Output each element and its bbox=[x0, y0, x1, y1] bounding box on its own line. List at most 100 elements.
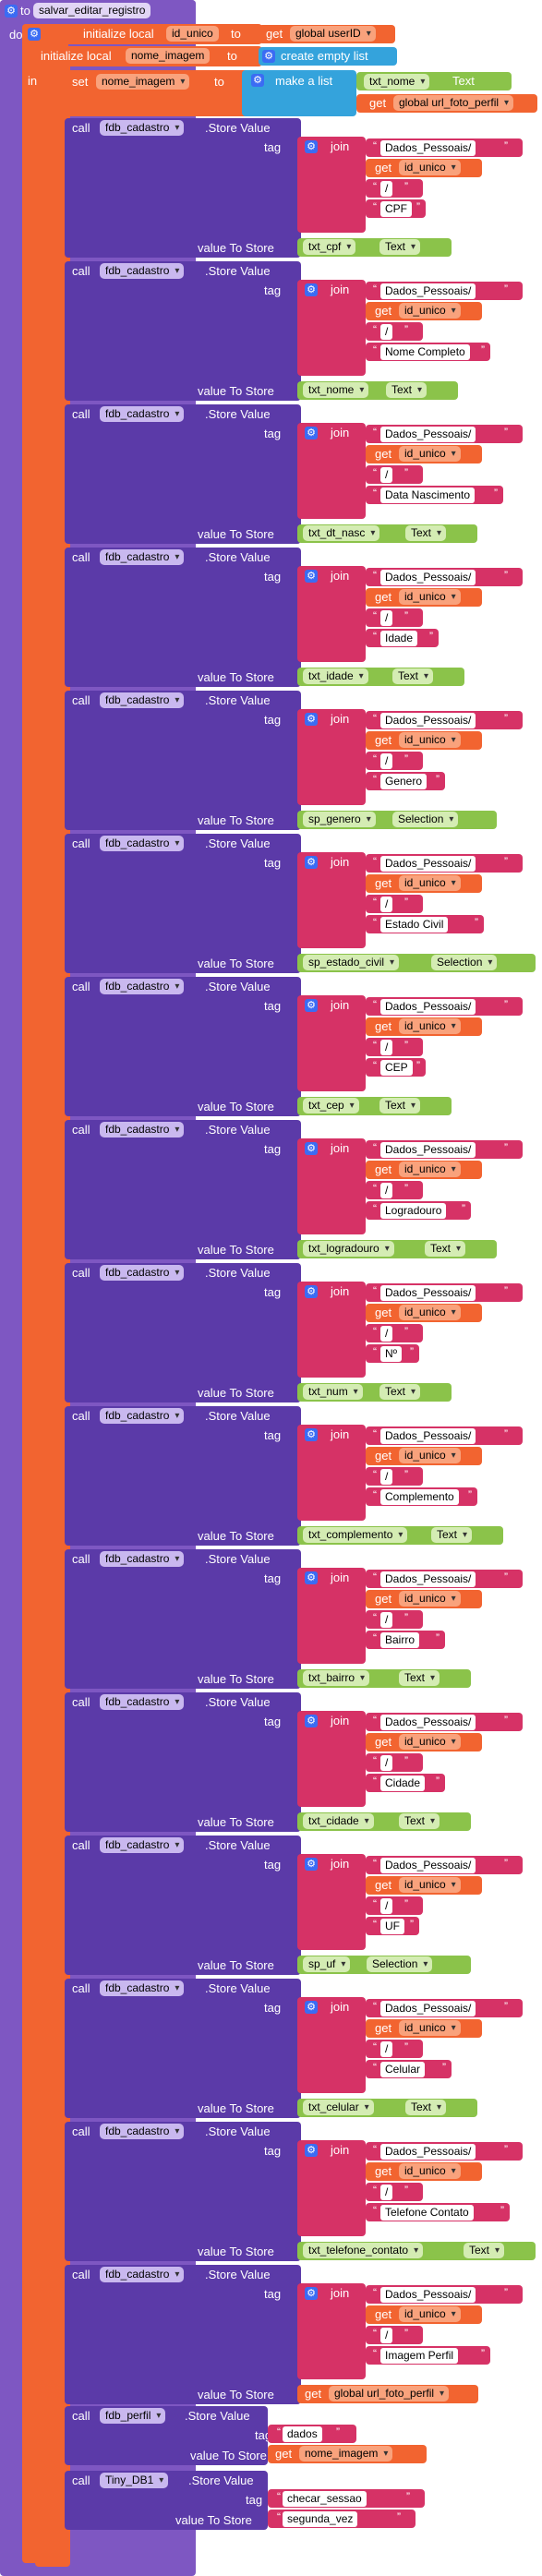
value-component-property[interactable]: txt_complemento Text bbox=[297, 1526, 503, 1545]
join-block[interactable]: ⚙ join bbox=[297, 1138, 366, 1234]
text-slash[interactable]: “ / ” bbox=[366, 2183, 423, 2201]
gear-icon[interactable]: ⚙ bbox=[305, 999, 318, 1012]
gear-icon[interactable]: ⚙ bbox=[305, 2287, 318, 2300]
gear-icon[interactable]: ⚙ bbox=[305, 283, 318, 296]
join-block[interactable]: ⚙ join bbox=[297, 1997, 366, 2093]
gear-icon[interactable]: ⚙ bbox=[262, 50, 275, 63]
get-id-unico[interactable]: get id_unico bbox=[366, 731, 482, 750]
gear-icon[interactable]: ⚙ bbox=[305, 2001, 318, 2014]
gear-icon[interactable]: ⚙ bbox=[305, 1715, 318, 1727]
gear-icon[interactable]: ⚙ bbox=[305, 2144, 318, 2157]
text-dados-pessoais[interactable]: “ Dados_Pessoais/ ” bbox=[366, 1570, 523, 1588]
initialize-local-header-2[interactable]: initialize local nome_imagem to bbox=[35, 46, 262, 66]
component-dropdown[interactable]: txt_bairro bbox=[303, 1670, 370, 1686]
text-slash[interactable]: “ / ” bbox=[366, 322, 423, 341]
fdb-cadastro-dropdown[interactable]: fdb_cadastro bbox=[100, 1408, 185, 1424]
component-dropdown[interactable]: txt_dt_nasc bbox=[303, 525, 380, 541]
local-var-id-unico[interactable]: id_unico bbox=[166, 26, 219, 42]
global-userid-dropdown[interactable]: global userID bbox=[290, 26, 376, 42]
component-dropdown[interactable]: txt_celular bbox=[303, 2100, 374, 2115]
fdb-cadastro-dropdown[interactable]: fdb_cadastro bbox=[100, 1265, 185, 1281]
join-block[interactable]: ⚙ join bbox=[297, 1711, 366, 1807]
property-dropdown[interactable]: Text bbox=[379, 1384, 421, 1400]
make-list-block[interactable]: ⚙ make a list bbox=[242, 70, 356, 116]
fdb-cadastro-dropdown[interactable]: fdb_cadastro bbox=[100, 2124, 185, 2139]
call-fdb-cadastro-store-value[interactable]: call fdb_cadastro .Store Value tag value… bbox=[65, 118, 301, 258]
join-block[interactable]: ⚙ join bbox=[297, 2283, 366, 2379]
set-variable-dropdown[interactable]: nome_imagem bbox=[96, 74, 190, 90]
text-field-name[interactable]: “ Nome Completo ” bbox=[366, 343, 490, 361]
fdb-cadastro-dropdown[interactable]: fdb_cadastro bbox=[100, 2267, 185, 2282]
component-dropdown[interactable]: txt_cep bbox=[303, 1098, 359, 1113]
text-dados-pessoais[interactable]: “ Dados_Pessoais/ ” bbox=[366, 282, 523, 300]
value-component-property[interactable]: txt_num Text bbox=[297, 1383, 452, 1402]
fdb-cadastro-dropdown[interactable]: fdb_cadastro bbox=[100, 692, 185, 708]
join-block[interactable]: ⚙ join bbox=[297, 995, 366, 1091]
property-dropdown[interactable]: Text bbox=[379, 1098, 421, 1113]
text-slash[interactable]: “ / ” bbox=[366, 1181, 423, 1199]
text-field-name[interactable]: “ Telefone Contato ” bbox=[366, 2203, 510, 2221]
text-field-name[interactable]: “ Idade ” bbox=[366, 629, 439, 647]
text-slash[interactable]: “ / ” bbox=[366, 608, 423, 627]
property-dropdown[interactable]: Selection bbox=[367, 1956, 433, 1972]
component-dropdown[interactable]: txt_complemento bbox=[303, 1527, 408, 1543]
component-dropdown[interactable]: txt_telefone_contato bbox=[303, 2243, 424, 2258]
text-dados-pessoais[interactable]: “ Dados_Pessoais/ ” bbox=[366, 1999, 523, 2017]
text-field-name[interactable]: “ Cidade ” bbox=[366, 1774, 445, 1792]
get-id-unico[interactable]: get id_unico bbox=[366, 2305, 482, 2324]
initialize-local-header-1[interactable]: ⚙ initialize local id_unico to bbox=[22, 24, 262, 44]
component-dropdown[interactable]: sp_uf bbox=[303, 1956, 351, 1972]
local-var-nome-imagem[interactable]: nome_imagem bbox=[126, 48, 211, 64]
text-field-name[interactable]: “ Imagem Perfil ” bbox=[366, 2346, 490, 2365]
call-fdb-cadastro-store-value[interactable]: call fdb_cadastro .Store Value tag value… bbox=[65, 1979, 301, 2118]
call-fdb-cadastro-store-value[interactable]: call fdb_cadastro .Store Value tag value… bbox=[65, 2122, 301, 2261]
get-global-userid[interactable]: get global userID bbox=[259, 25, 395, 43]
call-fdb-cadastro-store-value[interactable]: call fdb_cadastro .Store Value tag value… bbox=[65, 977, 301, 1116]
join-block[interactable]: ⚙ join bbox=[297, 280, 366, 376]
text-field-name[interactable]: “ CPF ” bbox=[366, 199, 426, 218]
call-fdb-cadastro-store-value[interactable]: call fdb_cadastro .Store Value tag value… bbox=[65, 2265, 301, 2404]
text-dados-pessoais[interactable]: “ Dados_Pessoais/ ” bbox=[366, 568, 523, 586]
value-component-property[interactable]: txt_logradouro Text bbox=[297, 1240, 497, 1258]
property-dropdown[interactable]: Text bbox=[425, 1241, 466, 1257]
text-slash[interactable]: “ / ” bbox=[366, 752, 423, 770]
property-dropdown[interactable]: Text bbox=[379, 239, 421, 255]
join-block[interactable]: ⚙ join bbox=[297, 2140, 366, 2236]
text-dados-pessoais[interactable]: “ Dados_Pessoais/ ” bbox=[366, 2142, 523, 2161]
text-field-name[interactable]: “ Data Nascimento ” bbox=[366, 486, 503, 504]
join-block[interactable]: ⚙ join bbox=[297, 709, 366, 805]
fdb-cadastro-dropdown[interactable]: fdb_cadastro bbox=[100, 1122, 185, 1138]
get-id-unico[interactable]: get id_unico bbox=[366, 1733, 482, 1751]
fdb-cadastro-dropdown[interactable]: fdb_cadastro bbox=[100, 406, 185, 422]
text-dados-pessoais[interactable]: “ Dados_Pessoais/ ” bbox=[366, 1140, 523, 1159]
fdb-cadastro-dropdown[interactable]: fdb_cadastro bbox=[100, 549, 185, 565]
component-dropdown[interactable]: txt_nome bbox=[303, 382, 369, 398]
value-component-property[interactable]: txt_telefone_contato Text bbox=[297, 2242, 536, 2260]
fdb-cadastro-dropdown[interactable]: fdb_cadastro bbox=[100, 120, 185, 136]
value-component-property[interactable]: txt_cep Text bbox=[297, 1097, 452, 1115]
call-fdb-cadastro-store-value[interactable]: call fdb_cadastro .Store Value tag value… bbox=[65, 691, 301, 830]
component-dropdown[interactable]: sp_estado_civil bbox=[303, 955, 400, 970]
gear-icon[interactable]: ⚙ bbox=[305, 856, 318, 869]
join-block[interactable]: ⚙ join bbox=[297, 423, 366, 519]
value-component-property[interactable]: txt_cidade Text bbox=[297, 1812, 471, 1831]
gear-icon[interactable]: ⚙ bbox=[305, 570, 318, 583]
get-id-unico[interactable]: get id_unico bbox=[366, 302, 482, 320]
text-field-name[interactable]: “ UF ” bbox=[366, 1917, 419, 1935]
text-field-name[interactable]: “ Celular ” bbox=[366, 2060, 452, 2078]
text-dados-pessoais[interactable]: “ Dados_Pessoais/ ” bbox=[366, 1426, 523, 1445]
text-dados-pessoais[interactable]: “ Dados_Pessoais/ ” bbox=[366, 1856, 523, 1874]
component-dropdown[interactable]: txt_num bbox=[303, 1384, 363, 1400]
fdb-cadastro-dropdown[interactable]: fdb_cadastro bbox=[100, 836, 185, 851]
set-nome-imagem-block[interactable]: set nome_imagem to bbox=[65, 70, 262, 116]
join-block[interactable]: ⚙ join bbox=[297, 1854, 366, 1950]
list-item-txt-nome-text[interactable]: txt_nome Text bbox=[356, 72, 512, 90]
call-fdb-cadastro-store-value[interactable]: call fdb_cadastro .Store Value tag value… bbox=[65, 1406, 301, 1546]
call-fdb-cadastro-store-value[interactable]: call fdb_cadastro .Store Value tag value… bbox=[65, 1549, 301, 1689]
gear-icon[interactable]: ⚙ bbox=[305, 1571, 318, 1584]
text-slash[interactable]: “ / ” bbox=[366, 179, 423, 198]
property-dropdown[interactable]: Selection bbox=[431, 955, 498, 970]
text-slash[interactable]: “ / ” bbox=[366, 1324, 423, 1342]
value-component-property[interactable]: txt_bairro Text bbox=[297, 1669, 471, 1688]
gear-icon[interactable]: ⚙ bbox=[5, 5, 18, 18]
